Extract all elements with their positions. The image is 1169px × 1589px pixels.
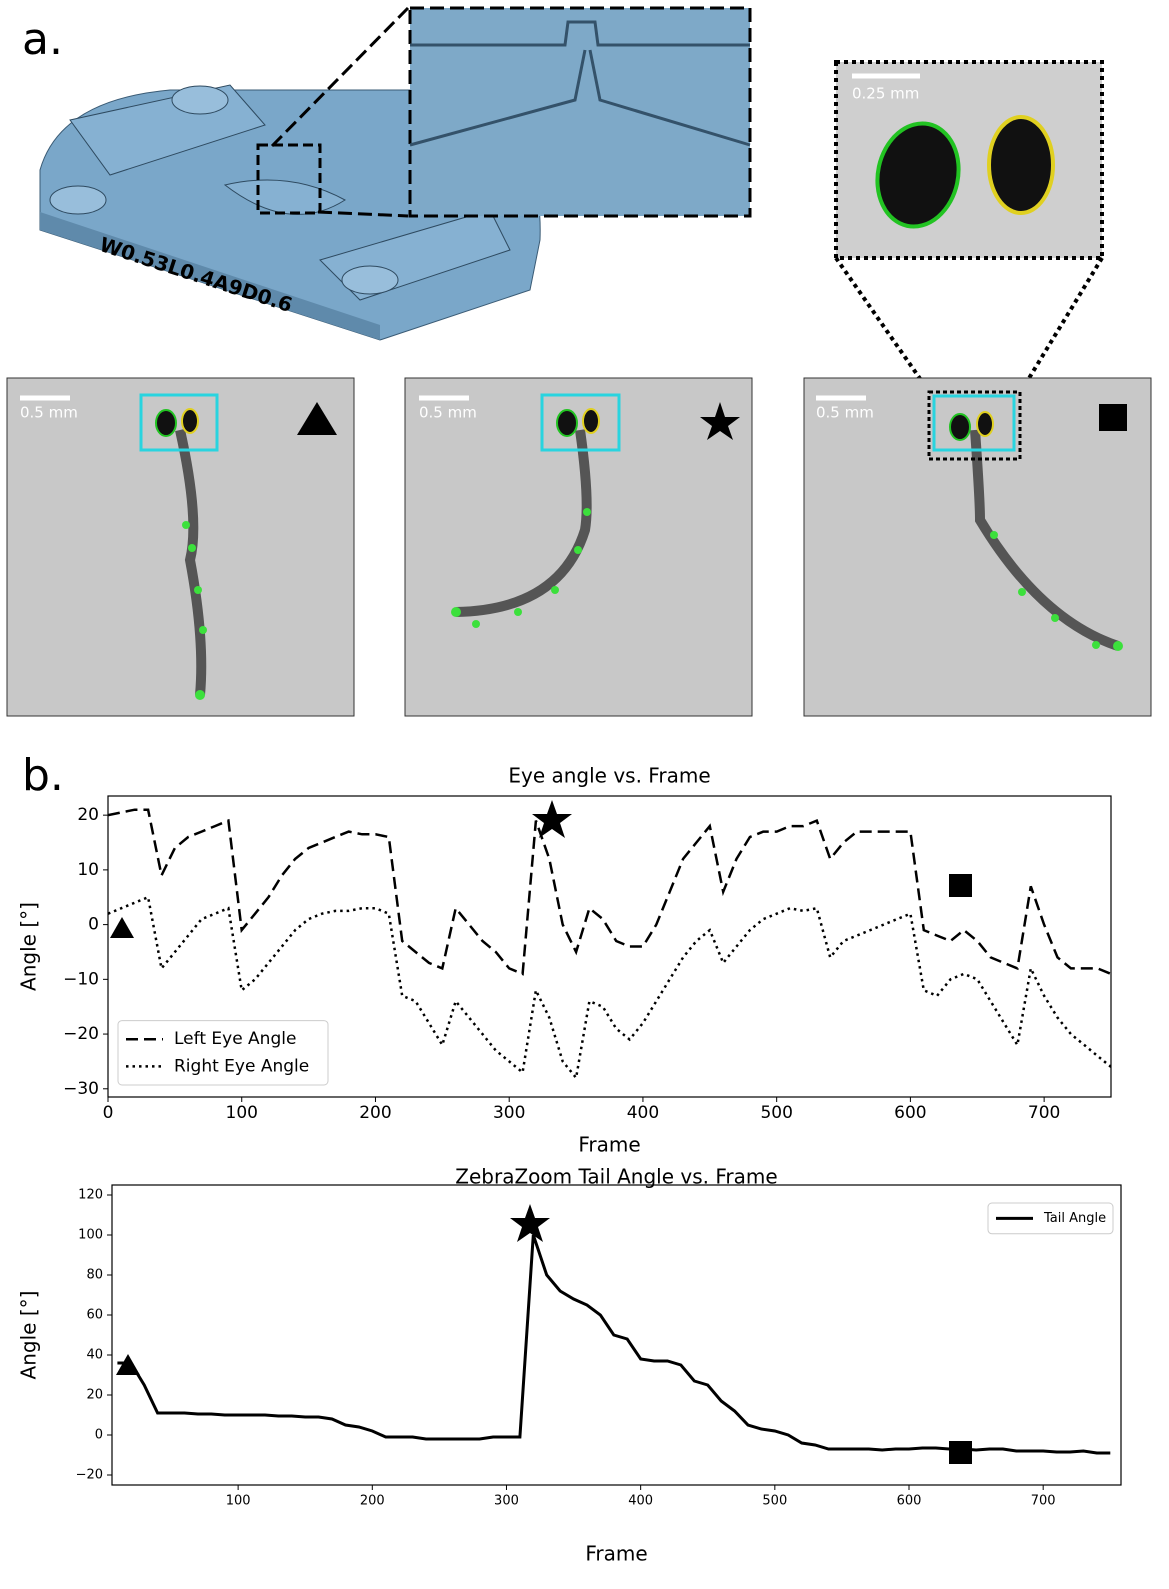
x-tick-label: 700 (1031, 1494, 1056, 1509)
x-axis-label: Frame (585, 1542, 647, 1566)
y-tick-label: 60 (86, 1308, 103, 1323)
y-tick-label: 20 (77, 805, 99, 825)
y-tick-label: 120 (78, 1188, 103, 1203)
x-tick-label: 400 (627, 1103, 659, 1123)
plot-area (117, 1234, 1111, 1455)
x-tick-label: 600 (897, 1494, 922, 1509)
y-tick-label: 0 (88, 915, 99, 935)
scale-bar-label: 0.5 mm (20, 404, 78, 422)
scale-bar-label: 0.5 mm (419, 404, 477, 422)
x-tick-label: 100 (226, 1494, 251, 1509)
panel-label: a. (22, 14, 63, 65)
y-tick-label: 10 (77, 860, 99, 880)
y-tick-label: −10 (63, 969, 99, 989)
y-tick-label: −20 (76, 1468, 103, 1483)
x-tick-label: 200 (360, 1494, 385, 1509)
x-tick-label: 400 (628, 1494, 653, 1509)
panel-label: b. (22, 750, 64, 801)
legend-label: Tail Angle (1043, 1211, 1106, 1226)
y-axis-label: Angle [°] (17, 1291, 41, 1380)
plot-area (108, 808, 1111, 1081)
scale-bar-label: 0.5 mm (816, 404, 874, 422)
x-tick-label: 500 (762, 1494, 787, 1509)
legend-label: Left Eye Angle (174, 1029, 296, 1049)
x-tick-label: 500 (760, 1103, 792, 1123)
series-line (117, 1234, 1111, 1455)
x-tick-label: 700 (1028, 1103, 1060, 1123)
legend-box (117, 1020, 329, 1086)
x-tick-label: 300 (493, 1103, 525, 1123)
series-line (108, 808, 1111, 976)
x-tick-label: 300 (494, 1494, 519, 1509)
eye-zoom: 0.25 mm (834, 60, 1104, 395)
legend-box (987, 1202, 1114, 1235)
plot-frame (107, 795, 1112, 1098)
chart-title: Eye angle vs. Frame (508, 764, 710, 788)
chart-markers (110, 800, 972, 1464)
y-tick-label: 100 (78, 1228, 103, 1243)
y-tick-label: 20 (86, 1388, 103, 1403)
y-tick-label: 40 (86, 1348, 103, 1363)
plot-frame (111, 1184, 1122, 1486)
y-tick-label: 0 (95, 1428, 103, 1443)
legend-label: Right Eye Angle (174, 1056, 309, 1076)
x-tick-label: 0 (103, 1103, 114, 1123)
y-tick-label: −30 (63, 1079, 99, 1099)
x-tick-label: 600 (894, 1103, 926, 1123)
y-tick-label: 80 (86, 1268, 103, 1283)
x-axis-label: Frame (578, 1133, 640, 1157)
fish-frames: 0.5 mm 0.5 mm 0.5 mm (6, 377, 1152, 717)
y-tick-label: −20 (63, 1024, 99, 1044)
y-axis-label: Angle [°] (17, 902, 41, 991)
x-tick-label: 100 (226, 1103, 258, 1123)
x-tick-label: 200 (359, 1103, 391, 1123)
chip-inset (408, 6, 752, 218)
scale-bar-label: 0.25 mm (852, 85, 919, 103)
